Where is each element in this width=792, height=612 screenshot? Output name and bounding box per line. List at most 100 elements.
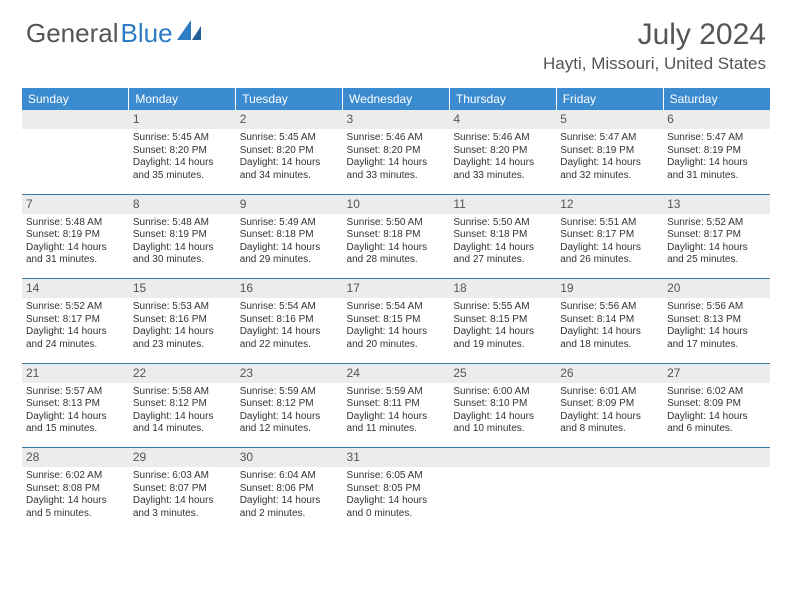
day-number: 12 (556, 195, 663, 214)
calendar-cell (449, 448, 556, 532)
calendar-week: 7 Sunrise: 5:48 AMSunset: 8:19 PMDaylight… (22, 195, 770, 279)
sunset-text: Sunset: 8:13 PM (26, 398, 125, 411)
sunset-text: Sunset: 8:10 PM (453, 398, 552, 411)
sunset-text: Sunset: 8:17 PM (26, 314, 125, 327)
day-info: Sunrise: 5:48 AMSunset: 8:19 PMDaylight:… (26, 217, 125, 267)
sunrise-text: Sunrise: 5:52 AM (26, 301, 125, 314)
sunrise-text: Sunrise: 5:47 AM (667, 132, 766, 145)
calendar-week: 14 Sunrise: 5:52 AMSunset: 8:17 PM Dayligh… (22, 279, 770, 363)
calendar-week: 21Sunrise: 5:57 AMSunset: 8:13 PMDayligh… (22, 364, 770, 448)
sunrise-text: Sunrise: 5:59 AM (347, 386, 446, 399)
sunset-text: Sunset: 8:11 PM (347, 398, 446, 411)
calendar-cell: 17Sunrise: 5:54 AMSunset: 8:15 PMDayligh… (343, 279, 450, 363)
sunset-text: Sunset: 8:17 PM (667, 229, 766, 242)
daylight-text: Daylight: 14 hours and 0 minutes. (347, 495, 446, 520)
day-number: 20 (663, 279, 770, 298)
day-number: 2 (236, 110, 343, 129)
sunrise-text: Sunrise: 5:55 AM (453, 301, 552, 314)
sunset-text: Sunset: 8:18 PM (347, 229, 446, 242)
sunrise-text: Sunrise: 5:54 AM (347, 301, 446, 314)
day-number: 4 (449, 110, 556, 129)
daylight-text: Daylight: 14 hours and 11 minutes. (347, 411, 446, 436)
sunset-text: Sunset: 8:07 PM (133, 483, 232, 496)
sunset-text: Sunset: 8:15 PM (453, 314, 552, 327)
sunset-text: Sunset: 8:20 PM (453, 145, 552, 158)
day-info: Sunrise: 5:50 AMSunset: 8:18 PMDaylight:… (347, 217, 446, 267)
weekday-header: Friday (556, 88, 663, 110)
day-info: Sunrise: 5:56 AMSunset: 8:13 PMDaylight:… (667, 301, 766, 351)
sunrise-text: Sunrise: 5:50 AM (347, 217, 446, 230)
day-number: 22 (129, 364, 236, 383)
calendar-cell: 26Sunrise: 6:01 AMSunset: 8:09 PMDayligh… (556, 364, 663, 448)
daylight-text: Daylight: 14 hours and 25 minutes. (667, 242, 766, 267)
sunset-text: Sunset: 8:19 PM (133, 229, 232, 242)
sunrise-text: Sunrise: 5:56 AM (667, 301, 766, 314)
sunrise-text: Sunrise: 5:52 AM (667, 217, 766, 230)
sunrise-text: Sunrise: 5:45 AM (240, 132, 339, 145)
daylight-text: Daylight: 14 hours and 19 minutes. (453, 326, 552, 351)
day-info: Sunrise: 5:58 AMSunset: 8:12 PMDaylight:… (133, 386, 232, 436)
day-info: Sunrise: 5:50 AMSunset: 8:18 PMDaylight:… (453, 217, 552, 267)
brand-part2: Blue (121, 18, 173, 49)
daylight-text: Daylight: 14 hours and 20 minutes. (347, 326, 446, 351)
calendar-cell: 1Sunrise: 5:45 AMSunset: 8:20 PMDaylight… (129, 110, 236, 194)
day-number: 25 (449, 364, 556, 383)
sunrise-text: Sunrise: 5:46 AM (453, 132, 552, 145)
calendar-cell: 4Sunrise: 5:46 AMSunset: 8:20 PMDaylight… (449, 110, 556, 194)
sunset-text: Sunset: 8:19 PM (667, 145, 766, 158)
weekday-header: Tuesday (236, 88, 343, 110)
sunrise-text: Sunrise: 5:46 AM (347, 132, 446, 145)
day-number: 17 (343, 279, 450, 298)
day-number: 26 (556, 364, 663, 383)
day-number: 7 (22, 195, 129, 214)
sunset-text: Sunset: 8:12 PM (133, 398, 232, 411)
sunset-text: Sunset: 8:09 PM (560, 398, 659, 411)
calendar-cell: 25Sunrise: 6:00 AMSunset: 8:10 PMDayligh… (449, 364, 556, 448)
daylight-text: Daylight: 14 hours and 32 minutes. (560, 157, 659, 182)
daylight-text: Daylight: 14 hours and 12 minutes. (240, 411, 339, 436)
sunset-text: Sunset: 8:13 PM (667, 314, 766, 327)
calendar-cell: 30Sunrise: 6:04 AMSunset: 8:06 PMDayligh… (236, 448, 343, 532)
daylight-text: Daylight: 14 hours and 22 minutes. (240, 326, 339, 351)
day-number: 6 (663, 110, 770, 129)
daylight-text: Daylight: 14 hours and 31 minutes. (26, 242, 125, 267)
sunrise-text: Sunrise: 6:02 AM (667, 386, 766, 399)
day-info: Sunrise: 5:51 AMSunset: 8:17 PMDaylight:… (560, 217, 659, 267)
calendar-cell: 19 Sunrise: 5:56 AMSunset: 8:14 PMDayligh… (556, 279, 663, 363)
calendar-cell: 23Sunrise: 5:59 AMSunset: 8:12 PMDayligh… (236, 364, 343, 448)
calendar-week: 28Sunrise: 6:02 AMSunset: 8:08 PMDayligh… (22, 448, 770, 532)
brand-logo: GeneralBlue (26, 18, 203, 49)
sunset-text: Sunset: 8:16 PM (240, 314, 339, 327)
day-info: Sunrise: 5:47 AMSunset: 8:19 PMDaylight:… (560, 132, 659, 182)
day-number: 23 (236, 364, 343, 383)
day-info: Sunrise: 5:45 AMSunset: 8:20 PMDaylight:… (240, 132, 339, 182)
calendar-cell: 13Sunrise: 5:52 AMSunset: 8:17 PMDayligh… (663, 195, 770, 279)
sunrise-text: Sunrise: 6:02 AM (26, 470, 125, 483)
calendar-cell: 29Sunrise: 6:03 AMSunset: 8:07 PMDayligh… (129, 448, 236, 532)
day-info: Sunrise: 5:54 AMSunset: 8:16 PMDaylight:… (240, 301, 339, 351)
weekday-header: Wednesday (343, 88, 450, 110)
calendar-cell: 18 Sunrise: 5:55 AMSunset: 8:15 PMDayligh… (449, 279, 556, 363)
month-title: July 2024 (543, 18, 766, 52)
day-number: 9 (236, 195, 343, 214)
daylight-text: Daylight: 14 hours and 28 minutes. (347, 242, 446, 267)
sunset-text: Sunset: 8:18 PM (453, 229, 552, 242)
header: GeneralBlue July 2024 Hayti, Missouri, U… (0, 0, 792, 78)
day-info: Sunrise: 5:56 AMSunset: 8:14 PMDaylight:… (560, 301, 659, 351)
calendar-cell: 21Sunrise: 5:57 AMSunset: 8:13 PMDayligh… (22, 364, 129, 448)
day-number: 19 (556, 279, 663, 298)
day-number: 18 (449, 279, 556, 298)
sunset-text: Sunset: 8:19 PM (560, 145, 659, 158)
sunset-text: Sunset: 8:20 PM (240, 145, 339, 158)
day-number: 8 (129, 195, 236, 214)
calendar-cell: 10Sunrise: 5:50 AMSunset: 8:18 PMDayligh… (343, 195, 450, 279)
sunset-text: Sunset: 8:09 PM (667, 398, 766, 411)
sunrise-text: Sunrise: 5:54 AM (240, 301, 339, 314)
day-number: 15 (129, 279, 236, 298)
brand-part1: General (26, 18, 119, 49)
day-number: 30 (236, 448, 343, 467)
daylight-text: Daylight: 14 hours and 27 minutes. (453, 242, 552, 267)
sunset-text: Sunset: 8:20 PM (133, 145, 232, 158)
day-number: 14 (22, 279, 129, 298)
calendar-week: 1Sunrise: 5:45 AMSunset: 8:20 PMDaylight… (22, 110, 770, 194)
